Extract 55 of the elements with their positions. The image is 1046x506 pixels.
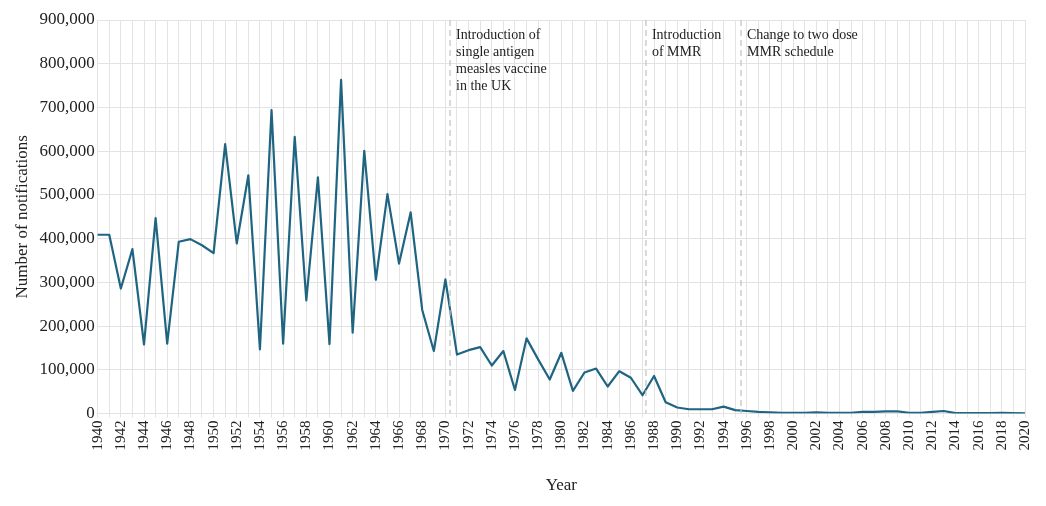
x-tick-label: 1998 xyxy=(760,420,777,451)
x-tick-label: 1958 xyxy=(297,420,314,451)
y-tick-label: 200,000 xyxy=(39,315,95,335)
x-tick-label: 2016 xyxy=(969,420,986,451)
x-tick-label: 1974 xyxy=(482,420,499,451)
x-tick-label: 1992 xyxy=(691,420,708,451)
x-tick-label: 1976 xyxy=(505,420,522,451)
x-tick-label: 1994 xyxy=(714,420,731,451)
x-tick-label: 1988 xyxy=(645,420,661,451)
y-axis-title: Number of notifications xyxy=(11,135,31,299)
ref-line-label: Change to two dose MMR schedule xyxy=(747,26,858,59)
y-tick-label: 700,000 xyxy=(39,96,95,116)
ref-line-label: Introduction of MMR xyxy=(651,26,722,59)
y-tick-label: 400,000 xyxy=(39,228,95,248)
x-tick-label: 1990 xyxy=(668,420,685,451)
x-tick-label: 1996 xyxy=(737,420,754,451)
ref-line-label: Introduction of single antigen measles vaccine in the UK xyxy=(456,26,547,93)
x-tick-label: 1984 xyxy=(598,420,615,451)
x-tick-label: 2002 xyxy=(807,420,824,451)
x-tick-label: 2010 xyxy=(900,420,917,451)
x-tick-label: 1944 xyxy=(134,420,151,451)
x-tick-label: 1986 xyxy=(621,420,638,451)
x-tick-label: 1964 xyxy=(366,420,383,451)
x-tick-label: 2008 xyxy=(876,420,893,451)
x-tick-label: 2006 xyxy=(853,420,870,451)
y-tick-label: 300,000 xyxy=(39,271,95,291)
y-tick-label: 500,000 xyxy=(39,184,95,204)
x-tick-label: 1960 xyxy=(320,420,337,451)
x-tick-label: 1948 xyxy=(181,420,198,451)
x-tick-label: 1980 xyxy=(552,420,569,451)
x-axis-title: Year xyxy=(545,475,578,495)
x-tick-label: 1946 xyxy=(158,420,175,451)
x-tick-label: 2000 xyxy=(784,420,801,451)
x-tick-label: 2020 xyxy=(1015,420,1032,451)
x-tick-label: 2012 xyxy=(923,420,940,451)
x-tick-label: 1950 xyxy=(204,420,221,451)
y-tick-label: 800,000 xyxy=(39,53,95,73)
x-tick-label: 1942 xyxy=(111,420,128,451)
x-tick-label: 1956 xyxy=(274,420,291,451)
x-tick-label: 2018 xyxy=(992,420,1009,451)
x-tick-label: 1966 xyxy=(389,420,406,451)
x-tick-label: 2004 xyxy=(830,420,847,451)
x-tick-label: 1962 xyxy=(343,420,360,451)
y-tick-label: 100,000 xyxy=(39,359,95,379)
x-tick-label: 1972 xyxy=(459,420,476,451)
x-tick-label: 1968 xyxy=(413,420,430,451)
x-tick-label: 1978 xyxy=(529,420,546,451)
x-tick-label: 1970 xyxy=(436,420,453,451)
y-tick-label: 600,000 xyxy=(39,140,95,160)
x-tick-label: 1952 xyxy=(227,420,244,451)
x-tick-label: 1954 xyxy=(250,420,267,451)
y-tick-label: 900,000 xyxy=(39,9,95,29)
x-tick-label: 2014 xyxy=(946,420,963,451)
x-tick-label: 1982 xyxy=(575,420,592,451)
x-tick-label: 1940 xyxy=(88,420,105,451)
